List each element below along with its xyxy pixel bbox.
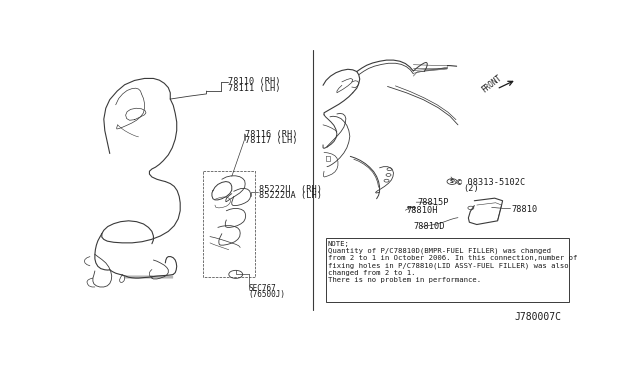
Text: 78810: 78810 <box>511 205 538 214</box>
Text: NOTE;
Quantity of P/C78810D(BMPR-FUEL FILLER) was changed
from 2 to 1 in October: NOTE; Quantity of P/C78810D(BMPR-FUEL FI… <box>328 241 577 283</box>
Bar <box>326 238 568 302</box>
Text: FRONT: FRONT <box>480 74 504 95</box>
Text: 78117 (LH): 78117 (LH) <box>244 136 297 145</box>
Text: 78110 (RH): 78110 (RH) <box>228 77 280 86</box>
Text: 78116 (RH): 78116 (RH) <box>244 129 297 138</box>
Text: (2): (2) <box>463 184 479 193</box>
Text: SEC767: SEC767 <box>249 284 276 293</box>
Text: (76500J): (76500J) <box>249 290 285 299</box>
Text: 78810D: 78810D <box>414 222 445 231</box>
Text: © 08313-5102C: © 08313-5102C <box>457 178 525 187</box>
Text: 78815P: 78815P <box>417 198 449 207</box>
Text: 78111 (LH): 78111 (LH) <box>228 84 280 93</box>
Text: 85222U  (RH): 85222U (RH) <box>259 185 321 194</box>
Text: J780007C: J780007C <box>514 312 561 323</box>
Text: 78810H: 78810H <box>406 206 438 215</box>
Text: 85222UA (LH): 85222UA (LH) <box>259 191 321 200</box>
Text: S: S <box>450 179 454 184</box>
